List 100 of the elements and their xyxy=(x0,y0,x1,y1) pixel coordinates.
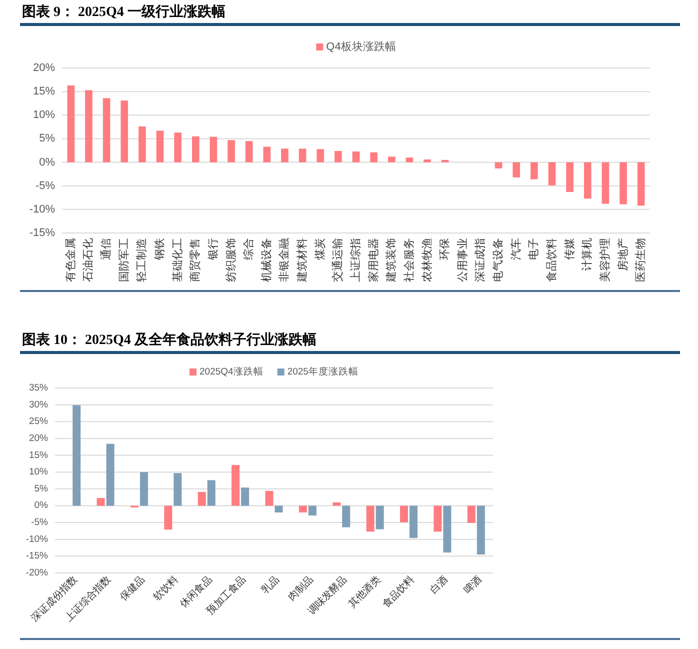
bar xyxy=(566,162,574,192)
bar xyxy=(352,151,360,162)
bar xyxy=(316,149,324,162)
legend-label: Q4板块涨跌幅 xyxy=(326,40,396,53)
x-tick-label: 食品饮料 xyxy=(545,238,558,282)
x-tick-label: 房地产 xyxy=(616,238,630,271)
x-tick-label: 煤炭 xyxy=(313,238,326,260)
bar xyxy=(102,98,110,162)
bar xyxy=(198,492,206,506)
bar xyxy=(67,85,75,162)
bar xyxy=(241,488,250,506)
y-tick-label: 20% xyxy=(32,62,56,74)
x-tick-label: 传媒 xyxy=(564,238,576,260)
x-tick-label: 综合 xyxy=(242,238,256,260)
x-tick-label: 汽车 xyxy=(509,238,522,260)
x-tick-label: 保健品 xyxy=(118,574,148,604)
x-tick-label: 轻工制造 xyxy=(135,238,148,282)
bar xyxy=(174,473,182,506)
bar xyxy=(210,136,218,162)
x-tick-label: 有色金属 xyxy=(64,238,77,282)
y-tick-label: 30% xyxy=(28,399,49,410)
x-tick-label: 电气设备 xyxy=(492,238,505,282)
x-tick-label: 纺织服饰 xyxy=(224,238,238,282)
bar xyxy=(85,90,92,162)
bar xyxy=(106,444,114,506)
y-tick-label: -10% xyxy=(29,203,56,216)
y-tick-label: -15% xyxy=(29,227,56,239)
bar xyxy=(602,162,610,204)
bar xyxy=(281,148,288,162)
x-tick-label: 国防军工 xyxy=(117,238,130,282)
bar xyxy=(441,160,449,162)
bar xyxy=(120,100,128,162)
bar xyxy=(298,506,307,512)
x-tick-label: 啤酒 xyxy=(461,573,484,596)
y-tick-label: 10% xyxy=(28,466,49,478)
y-tick-label: 5% xyxy=(34,483,49,494)
x-tick-label: 计算机 xyxy=(580,238,594,271)
x-tick-label: 环保 xyxy=(439,238,452,260)
x-tick-label: 商贸零售 xyxy=(188,238,202,282)
bar xyxy=(410,506,418,538)
chart-title: 图表 10： 2025Q4 及全年食品饮料子行业涨跌幅 xyxy=(20,332,680,354)
x-tick-label: 软饮料 xyxy=(151,573,181,604)
bar xyxy=(164,506,172,530)
y-tick-label: 35% xyxy=(28,382,49,394)
x-tick-label: 非银金融 xyxy=(278,238,291,282)
y-tick-label: 0% xyxy=(39,156,56,168)
x-tick-label: 社会服务 xyxy=(402,238,416,282)
y-tick-label: 25% xyxy=(28,416,49,428)
bar xyxy=(443,506,452,552)
bar xyxy=(265,490,274,506)
x-tick-label: 机械设备 xyxy=(260,238,273,282)
x-tick-label: 银行 xyxy=(207,238,220,261)
y-tick-label: 20% xyxy=(28,432,49,444)
x-tick-label: 建筑装饰 xyxy=(384,238,398,283)
y-tick-label: -15% xyxy=(26,550,49,562)
legend: Q4板块涨跌幅 xyxy=(316,41,396,53)
x-tick-label: 钢铁 xyxy=(154,238,166,261)
bar xyxy=(156,130,164,162)
bar xyxy=(192,136,200,162)
bar xyxy=(530,162,538,180)
x-tick-label: 白酒 xyxy=(428,573,450,596)
x-tick-label: 上证综指 xyxy=(349,238,362,282)
bar xyxy=(512,162,520,178)
bar xyxy=(245,141,253,162)
bar xyxy=(584,162,592,199)
bar xyxy=(548,162,556,186)
chart-title: 图表 9： 2025Q4 一级行业涨跌幅 xyxy=(20,4,680,26)
y-tick-label: 15% xyxy=(32,86,56,98)
bar xyxy=(228,140,235,162)
bar xyxy=(476,506,485,554)
x-tick-label: 深证成指 xyxy=(474,238,487,282)
legend-label: 2025Q4涨跌幅 xyxy=(200,366,264,378)
x-tick-label: 美容护理 xyxy=(598,238,612,282)
y-tick-label: -5% xyxy=(35,180,56,192)
x-tick-label: 公用事业 xyxy=(456,238,469,282)
bar xyxy=(400,506,408,522)
bar xyxy=(207,480,216,506)
bar xyxy=(637,162,645,206)
y-tick-label: -20% xyxy=(26,568,49,578)
bar xyxy=(334,150,342,162)
bar xyxy=(370,152,378,162)
x-tick-label: 农林牧渔 xyxy=(420,238,434,282)
bar xyxy=(388,156,396,162)
bar xyxy=(434,506,442,532)
x-tick-label: 建筑材料 xyxy=(296,238,309,283)
bar xyxy=(174,132,182,162)
bar xyxy=(342,506,350,528)
bar xyxy=(232,465,240,506)
bar xyxy=(366,506,374,532)
x-tick-label: 石油石化 xyxy=(82,238,95,282)
y-tick-label: 5% xyxy=(39,132,56,145)
y-tick-label: 10% xyxy=(32,109,56,122)
bar xyxy=(424,159,431,162)
bar xyxy=(72,405,81,506)
x-tick-label: 医药生物 xyxy=(634,238,648,282)
x-tick-label: 通信 xyxy=(100,238,113,260)
x-tick-label: 电子 xyxy=(527,238,540,260)
y-tick-label: 15% xyxy=(28,450,49,461)
bar xyxy=(274,506,283,512)
bar xyxy=(620,162,627,204)
